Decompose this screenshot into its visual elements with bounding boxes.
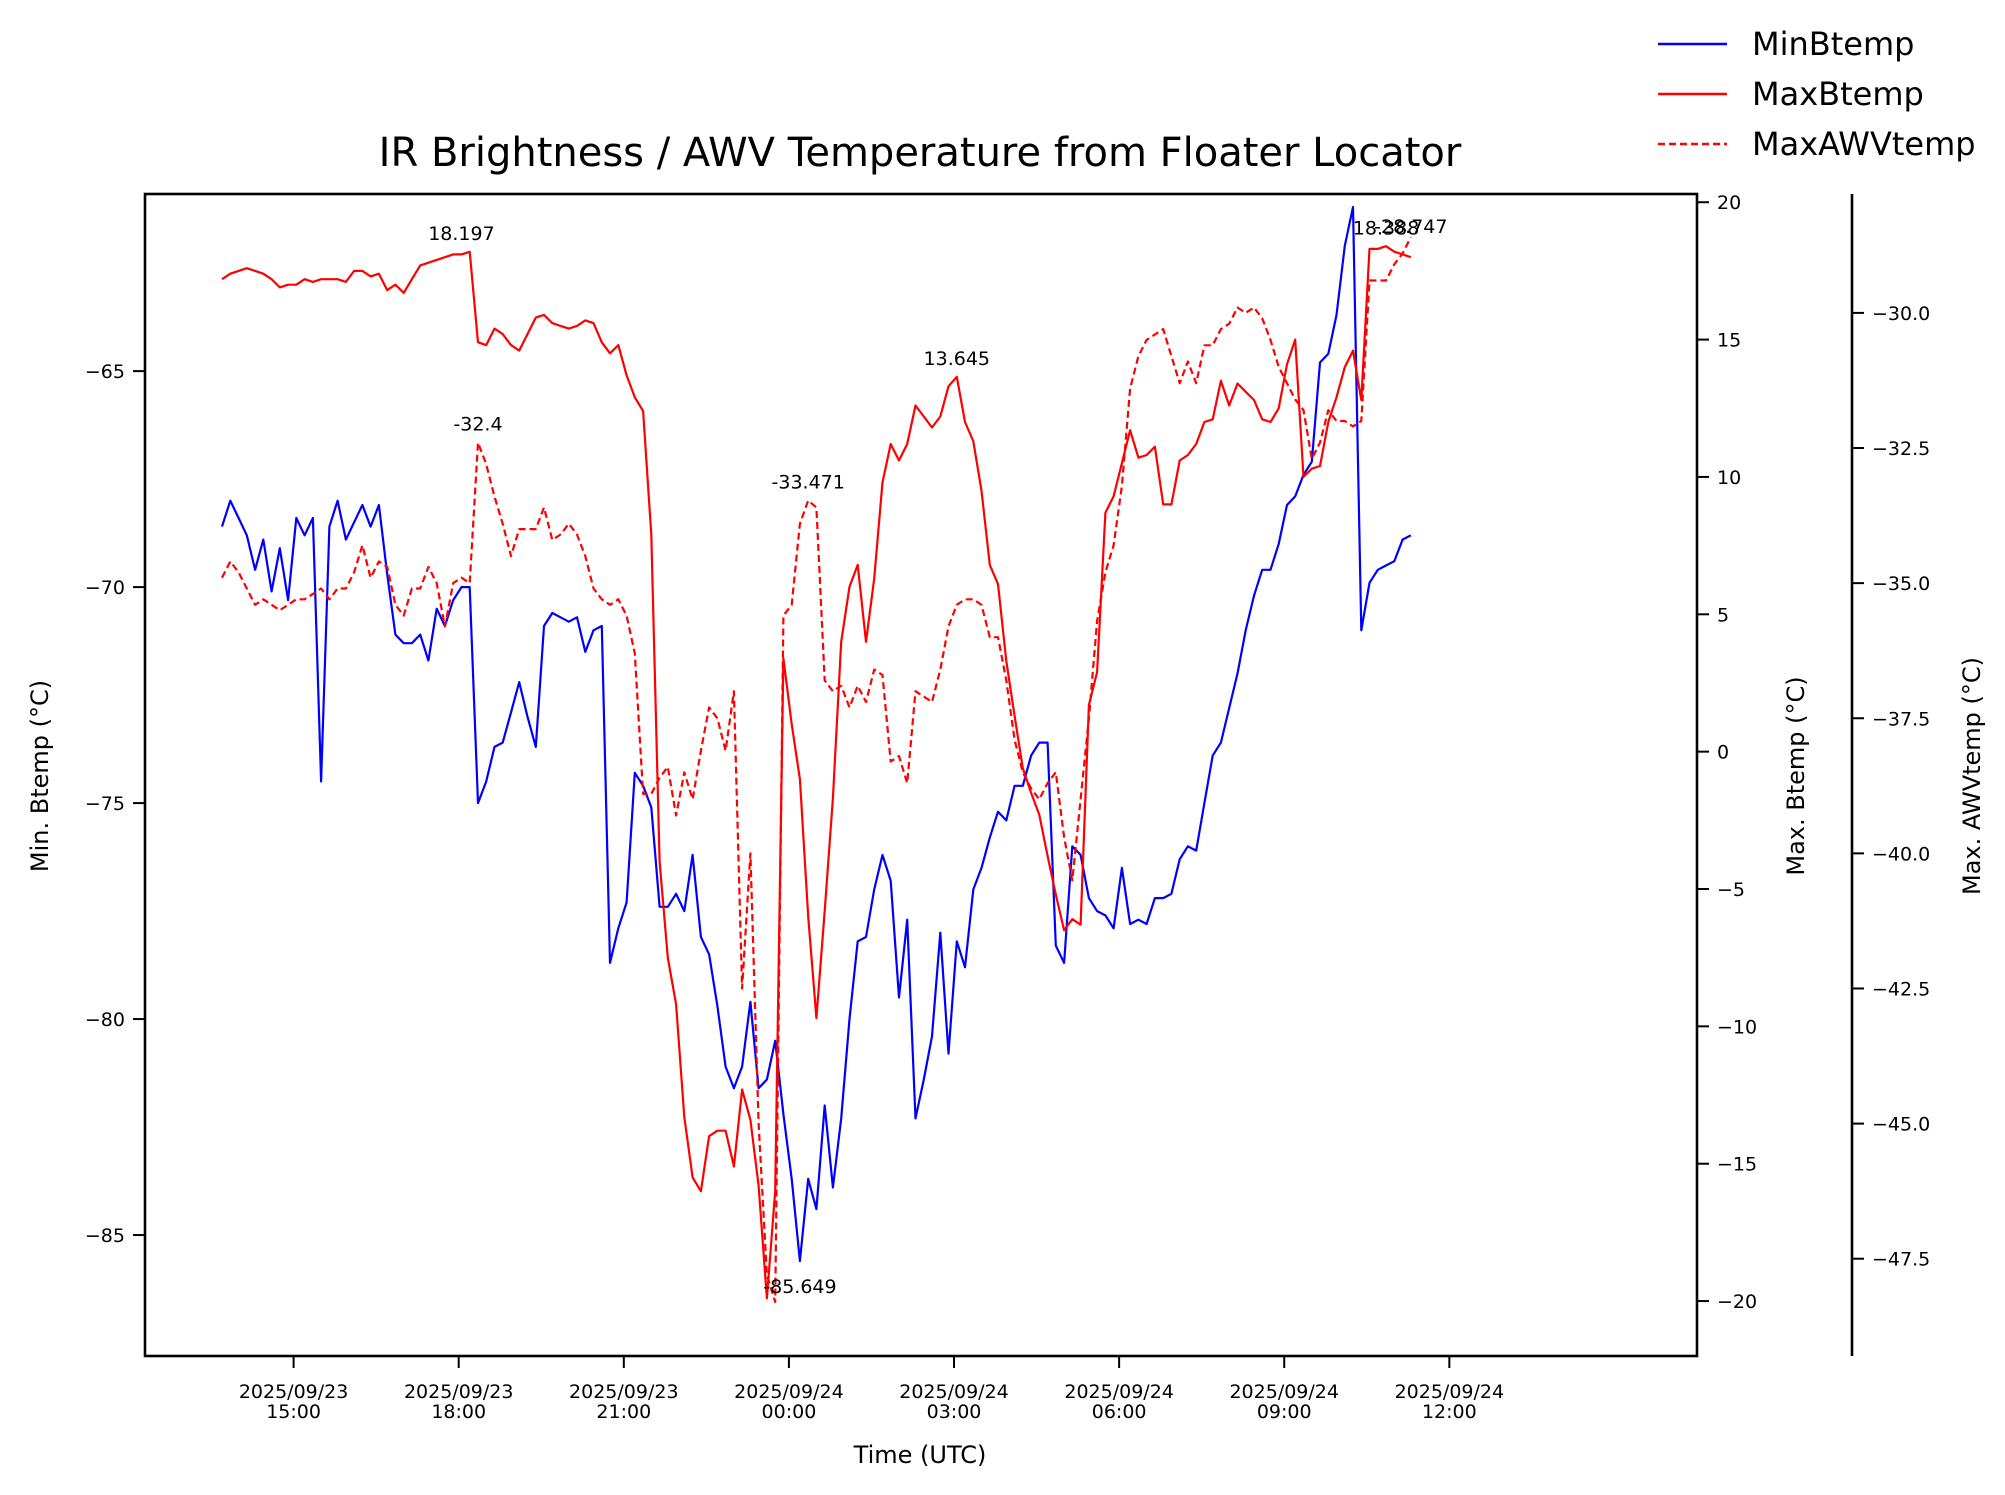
series-line-maxawvtemp [221, 236, 1412, 1304]
x-axis-label: Time (UTC) [853, 1441, 987, 1469]
x-tick-date: 2025/09/23 [239, 1381, 349, 1403]
y-right1-tick-label: 10 [1717, 467, 1741, 489]
y-right2-tick-label: −45.0 [1872, 1114, 1930, 1136]
y-right1-tick-label: −5 [1717, 879, 1745, 901]
y-right1-tick-label: 5 [1717, 604, 1729, 626]
x-tick-time: 03:00 [927, 1401, 982, 1423]
x-tick-date: 2025/09/23 [404, 1381, 514, 1403]
y-axis-right2-label: Max. AWVtemp (°C) [1958, 657, 1986, 895]
chart-title: IR Brightness / AWV Temperature from Flo… [379, 130, 1462, 176]
x-tick-date: 2025/09/24 [734, 1381, 844, 1403]
y-right2-tick-label: −30.0 [1872, 303, 1930, 325]
y-right2-tick-label: −47.5 [1872, 1249, 1930, 1271]
y-right1-tick-label: −10 [1717, 1016, 1757, 1038]
x-tick-time: 12:00 [1422, 1401, 1477, 1423]
x-tick-time: 00:00 [762, 1401, 817, 1423]
data-label: -32.4 [453, 414, 502, 436]
x-tick-time: 09:00 [1257, 1401, 1312, 1423]
series-line-maxbtemp [221, 245, 1412, 1300]
y-left-tick-label: −75 [85, 793, 125, 815]
y-right2-tick-label: −35.0 [1872, 573, 1930, 595]
series-line-minbtemp [220, 205, 1412, 1263]
data-label: 18.388 [1353, 218, 1419, 240]
x-tick-date: 2025/09/24 [1064, 1381, 1174, 1403]
y-left-tick-label: −80 [85, 1009, 125, 1031]
x-tick-date: 2025/09/24 [899, 1381, 1009, 1403]
plot-layer: 2025/09/2315:002025/09/2318:002025/09/23… [85, 192, 1930, 1423]
x-tick-date: 2025/09/24 [1395, 1381, 1505, 1403]
x-tick-time: 21:00 [596, 1401, 651, 1423]
x-tick-date: 2025/09/24 [1229, 1381, 1339, 1403]
y-right1-tick-label: 20 [1717, 192, 1741, 214]
y-right2-tick-label: −40.0 [1872, 843, 1930, 865]
y-axis-left-label: Min. Btemp (°C) [26, 680, 54, 872]
plot-frame [143, 192, 1699, 1358]
x-tick-time: 18:00 [431, 1401, 486, 1423]
x-tick-time: 15:00 [266, 1401, 321, 1423]
y-right1-tick-label: −20 [1717, 1291, 1757, 1313]
legend-label-maxawvtemp: MaxAWVtemp [1752, 125, 1976, 163]
data-label: 13.645 [924, 348, 990, 370]
y-left-tick-label: −65 [85, 361, 125, 383]
y-left-tick-label: −70 [85, 577, 125, 599]
data-label: 18.197 [428, 223, 494, 245]
legend-label-maxbtemp: MaxBtemp [1752, 75, 1924, 113]
x-tick-time: 06:00 [1092, 1401, 1147, 1423]
y-right2-tick-label: −32.5 [1872, 438, 1930, 460]
data-label: -85.649 [763, 1276, 836, 1298]
y-right2-tick-label: −42.5 [1872, 978, 1930, 1000]
legend-label-minbtemp: MinBtemp [1752, 25, 1914, 63]
y-right1-tick-label: −15 [1717, 1154, 1757, 1176]
data-label: -28.747 [1374, 216, 1447, 238]
y-right1-tick-label: 0 [1717, 742, 1729, 764]
y-left-tick-label: −85 [85, 1225, 125, 1247]
legend: MinBtemp MaxBtemp MaxAWVtemp [1658, 25, 1976, 163]
data-label: -33.471 [772, 471, 845, 493]
y-right1-tick-label: 15 [1717, 330, 1741, 352]
y-axis-right1-label: Max. Btemp (°C) [1782, 676, 1810, 875]
y-right2-tick-label: −37.5 [1872, 708, 1930, 730]
x-tick-date: 2025/09/23 [569, 1381, 679, 1403]
